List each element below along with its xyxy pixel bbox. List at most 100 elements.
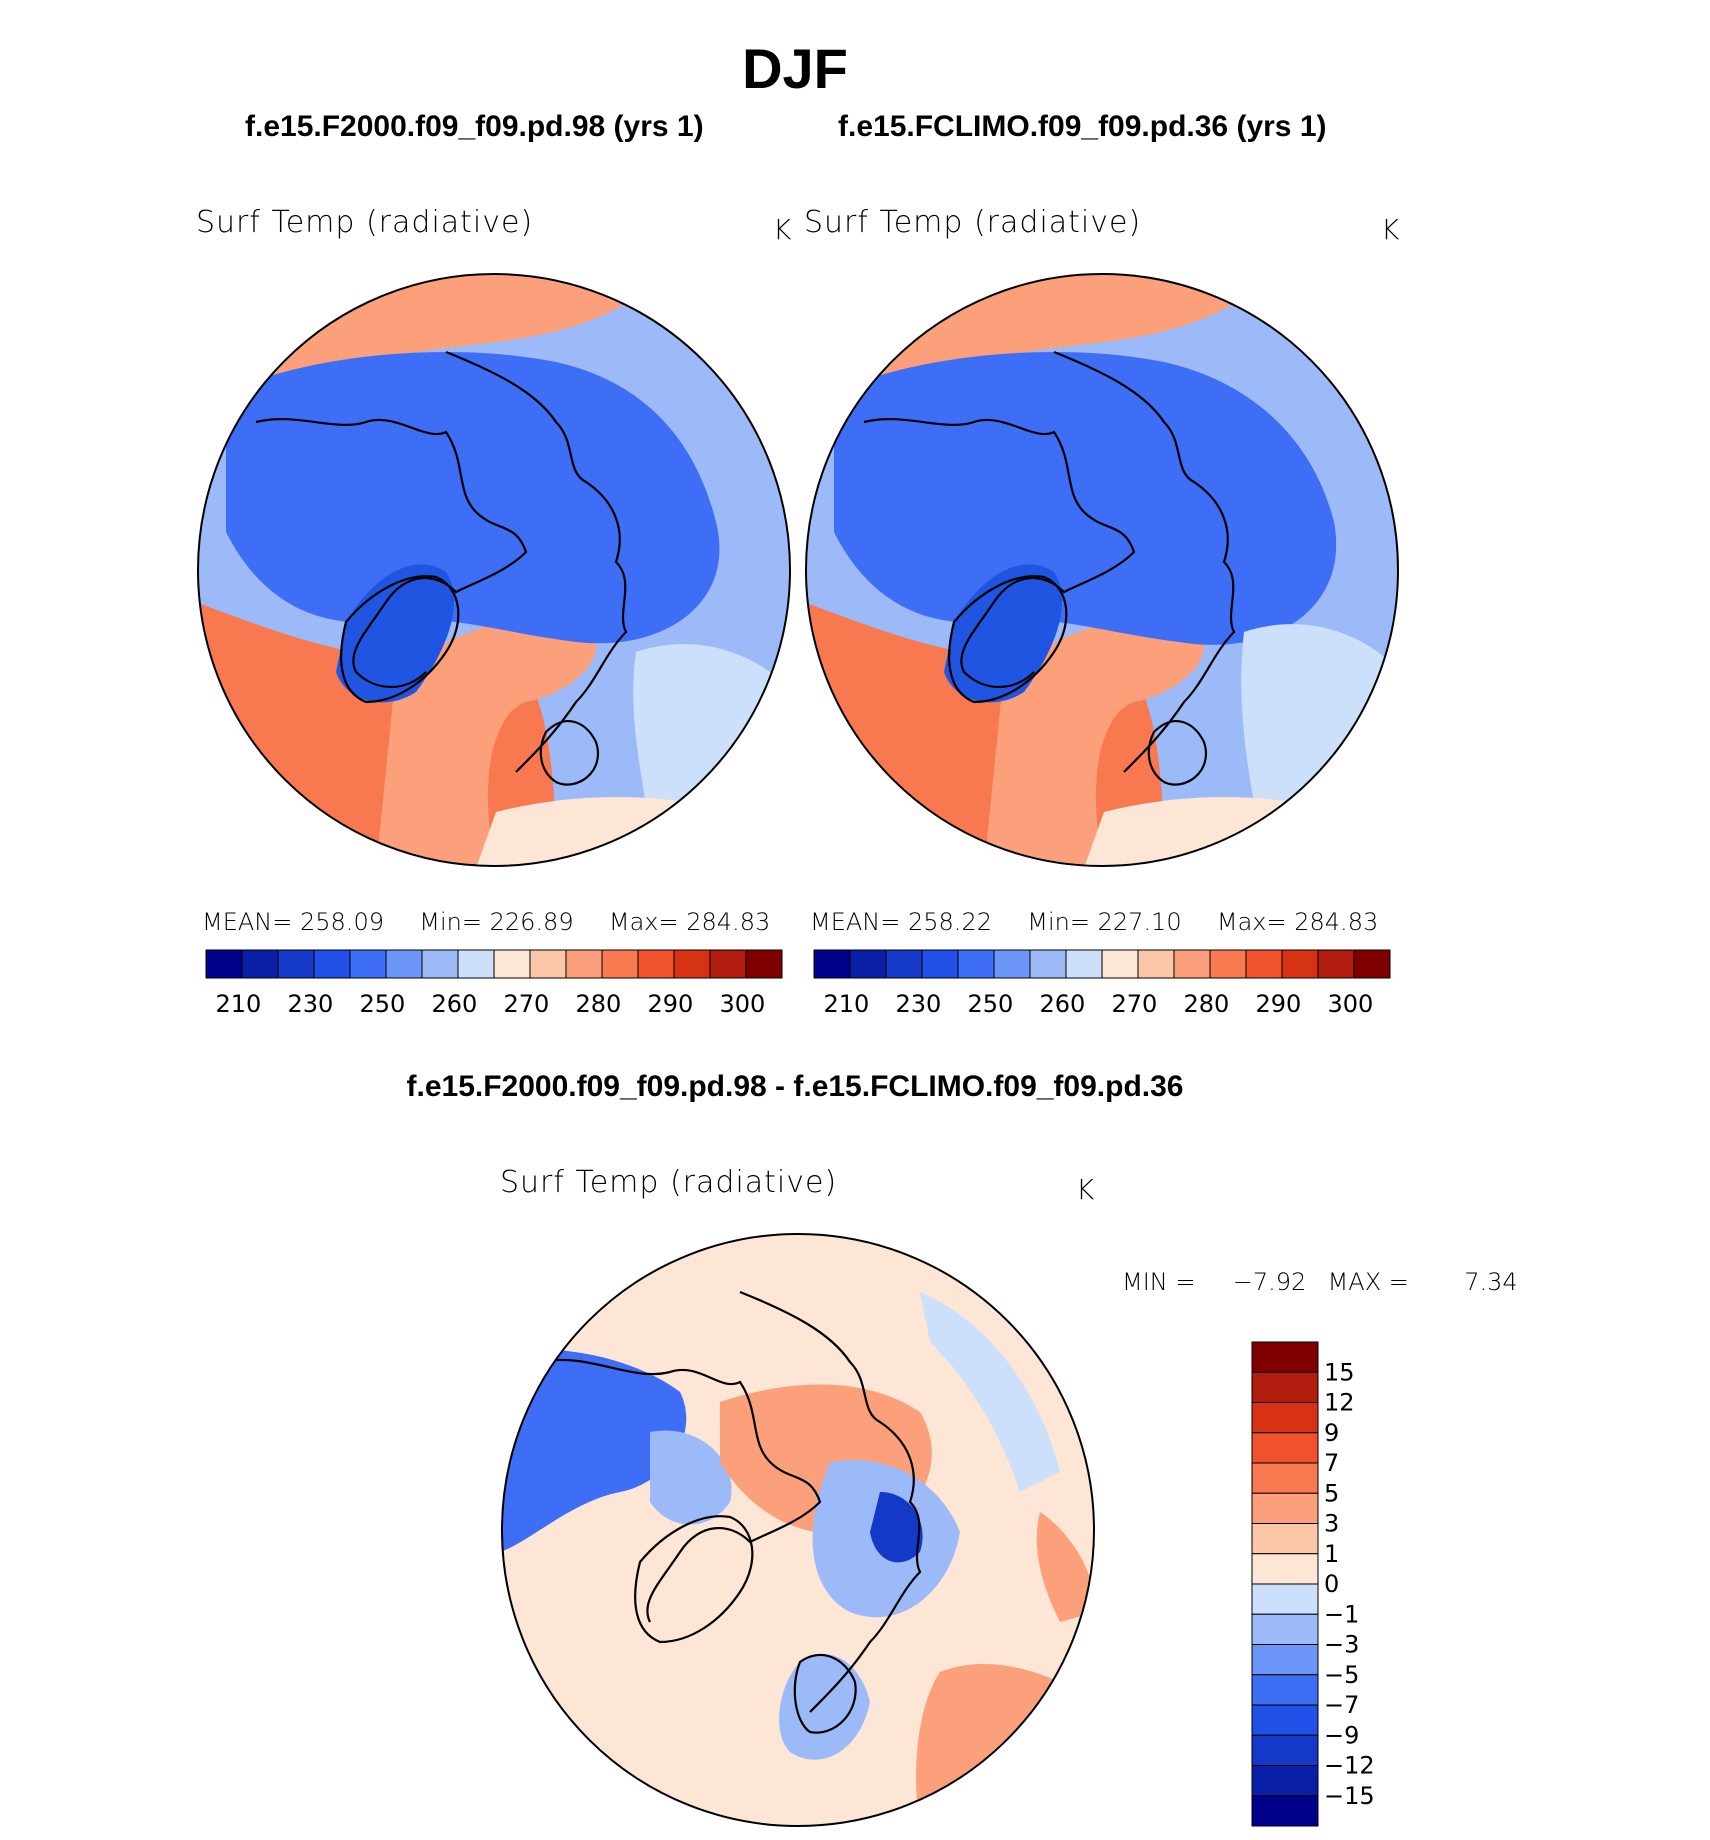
coastline-north-america xyxy=(255,418,528,689)
colorbar-left: 210 230 250 260 270 280 290 300 xyxy=(205,949,783,1018)
colorbar-swatch xyxy=(1251,1523,1319,1555)
colorbar-swatch xyxy=(1251,1553,1319,1585)
colorbar-swatch xyxy=(1251,1492,1319,1524)
max-label: MAX = xyxy=(1327,1268,1409,1296)
coastline-north-america xyxy=(863,418,1136,689)
coastline-scandinavia xyxy=(1147,720,1207,786)
colorbar-swatch xyxy=(1251,1583,1319,1615)
colorbar-swatch xyxy=(1251,1765,1319,1797)
coastline-north-america xyxy=(539,1358,822,1623)
polar-map-left xyxy=(197,273,791,867)
mean-value: 258.09 xyxy=(300,908,384,936)
case-title-right: f.e15.FCLIMO.f09_f09.pd.36 (yrs 1) xyxy=(838,110,1327,143)
polar-map-difference xyxy=(501,1233,1095,1827)
coastline-greenland xyxy=(634,1515,754,1644)
units-label-left: K xyxy=(773,213,792,246)
map-field-europe-mild xyxy=(476,797,790,866)
coastline-eurasia xyxy=(1053,350,1236,773)
colorbar-tick-label: −3 xyxy=(1324,1631,1359,1659)
colorbar-swatch xyxy=(1251,1432,1319,1464)
coastline-scandinavia xyxy=(793,1653,857,1734)
colorbar-tick-label: 3 xyxy=(1324,1510,1339,1538)
colorbar-swatch xyxy=(1353,949,1391,979)
colorbar-swatch xyxy=(921,949,959,979)
colorbar-swatch xyxy=(1065,949,1103,979)
map-field-eurasia-mild xyxy=(1241,624,1398,866)
colorbar-swatch xyxy=(241,949,279,979)
colorbar-swatch xyxy=(385,949,423,979)
colorbar-tick-label: 260 xyxy=(1039,990,1085,1018)
colorbar-swatch xyxy=(637,949,675,979)
map-field-warm-sea xyxy=(984,615,1205,866)
stats-right: MEAN= 258.22 Min= 227.10 Max= 284.83 xyxy=(810,908,1378,936)
colorbar-swatch xyxy=(709,949,747,979)
colorbar-swatch xyxy=(1173,949,1211,979)
map-boundary-circle xyxy=(197,273,791,867)
colorbar-tick-label: 250 xyxy=(967,990,1013,1018)
colorbar-tick-label: 280 xyxy=(575,990,621,1018)
stats-left: MEAN= 258.09 Min= 226.89 Max= 284.83 xyxy=(202,908,770,936)
coastline-greenland xyxy=(340,575,460,704)
colorbar-swatch xyxy=(349,949,387,979)
colorbar-tick-label: −1 xyxy=(1324,1600,1359,1628)
map-field-cool-east xyxy=(920,1292,1060,1492)
coastline-eurasia xyxy=(739,1290,922,1713)
colorbar-swatch xyxy=(1029,949,1067,979)
colorbar-swatch xyxy=(1251,1795,1319,1827)
colorbar-tick-label: 230 xyxy=(287,990,333,1018)
colorbar-swatch xyxy=(673,949,711,979)
colorbar-swatch xyxy=(529,949,567,979)
diff-min-max: MIN = −7.92 MAX = 7.34 xyxy=(1122,1268,1518,1296)
map-field-europe-mild xyxy=(1084,797,1398,866)
colorbar-tick-label: 270 xyxy=(503,990,549,1018)
colorbar-swatch xyxy=(1251,1674,1319,1706)
colorbar-tick-label: 1 xyxy=(1324,1540,1339,1568)
colorbar-swatch xyxy=(1251,1341,1319,1373)
min-value: 227.10 xyxy=(1097,908,1182,936)
colorbar-swatch xyxy=(1251,1644,1319,1676)
colorbar-right: 210 230 250 260 270 280 290 300 xyxy=(813,949,1391,1018)
max-value: 7.34 xyxy=(1464,1268,1518,1296)
min-label: Min= xyxy=(1027,908,1090,936)
colorbar-swatch xyxy=(849,949,887,979)
colorbar-tick-label: 12 xyxy=(1324,1389,1355,1417)
max-value: 284.83 xyxy=(686,908,771,936)
colorbar-swatch xyxy=(813,949,851,979)
colorbar-tick-label: 9 xyxy=(1324,1419,1339,1447)
variable-label-right: Surf Temp (radiative) xyxy=(804,205,1142,240)
colorbar-swatch xyxy=(1245,949,1283,979)
colorbar-swatch xyxy=(957,949,995,979)
colorbar-swatch xyxy=(493,949,531,979)
colorbar-tick-label: 0 xyxy=(1324,1570,1339,1598)
max-label: Max= xyxy=(1216,908,1287,936)
map-field-warm-east xyxy=(1036,1512,1094,1622)
case-title-left: f.e15.F2000.f09_f09.pd.98 (yrs 1) xyxy=(245,110,704,143)
colorbar-swatch xyxy=(745,949,783,979)
map-field-cold-center xyxy=(870,1492,923,1563)
map-field-cold-alaska xyxy=(502,1349,687,1552)
colorbar-swatch xyxy=(421,949,459,979)
min-value: −7.92 xyxy=(1232,1268,1307,1296)
colorbar-swatch xyxy=(1251,1704,1319,1736)
colorbar-swatch xyxy=(993,949,1031,979)
map-field-cool-scandinavia xyxy=(779,1654,870,1760)
variable-label-left: Surf Temp (radiative) xyxy=(196,205,534,240)
colorbar-tick-label: −9 xyxy=(1324,1721,1359,1749)
colorbar-swatch xyxy=(205,949,243,979)
colorbar-tick-label: 7 xyxy=(1324,1449,1339,1477)
coastline-greenland xyxy=(948,575,1068,704)
colorbar-tick-label: −5 xyxy=(1324,1661,1359,1689)
colorbar-swatch xyxy=(1317,949,1355,979)
map-field-eurasia-mild xyxy=(633,644,790,866)
map-field-warm-sea xyxy=(376,615,597,866)
mean-label: MEAN= xyxy=(810,908,901,936)
colorbar-tick-label: 210 xyxy=(823,990,869,1018)
figure-title: DJF xyxy=(742,37,848,100)
map-boundary-circle xyxy=(805,273,1399,867)
colorbar-swatch xyxy=(1137,949,1175,979)
map-field-cool-canada xyxy=(650,1430,732,1525)
variable-label-diff: Surf Temp (radiative) xyxy=(500,1165,838,1200)
min-label: Min= xyxy=(419,908,482,936)
map-field-warm-southeast xyxy=(916,1663,1094,1826)
